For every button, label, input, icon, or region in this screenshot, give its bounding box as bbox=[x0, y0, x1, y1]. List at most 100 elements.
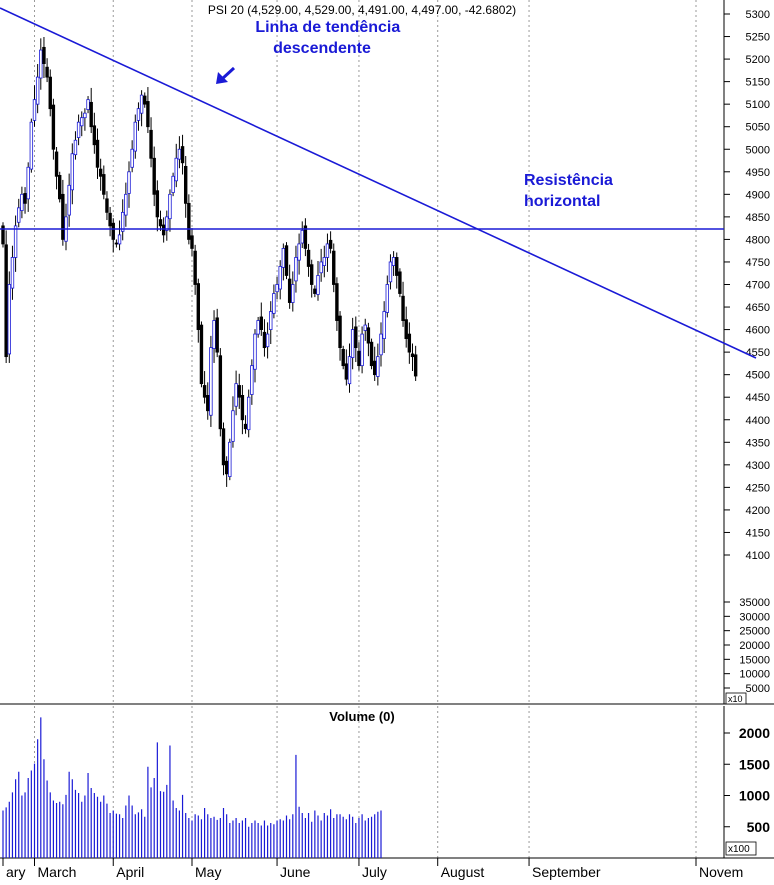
candle bbox=[275, 276, 279, 300]
candle bbox=[398, 268, 402, 298]
candle bbox=[17, 198, 21, 228]
candle bbox=[410, 343, 415, 372]
price-tick-label: 4300 bbox=[746, 460, 770, 472]
month-label: ary bbox=[6, 864, 25, 880]
month-label: March bbox=[38, 864, 77, 880]
candle bbox=[246, 389, 251, 438]
candle bbox=[80, 111, 84, 137]
candle bbox=[13, 215, 18, 272]
candle bbox=[26, 162, 30, 212]
candle bbox=[177, 136, 182, 169]
candle bbox=[83, 108, 87, 131]
candle bbox=[190, 228, 194, 257]
oscillator-tick-label: 15000 bbox=[739, 654, 770, 666]
candle bbox=[161, 217, 166, 243]
candle bbox=[379, 322, 383, 367]
candle bbox=[86, 96, 90, 114]
oscillator-tick-label: 25000 bbox=[739, 626, 770, 638]
candle bbox=[133, 114, 137, 159]
candle bbox=[39, 38, 43, 90]
price-tick-label: 4400 bbox=[746, 415, 770, 427]
candle bbox=[48, 69, 52, 117]
candle bbox=[376, 343, 380, 386]
volume-multiplier-label: x100 bbox=[728, 844, 750, 855]
candle bbox=[369, 338, 374, 370]
candle bbox=[366, 322, 371, 357]
candle bbox=[322, 245, 326, 278]
candle bbox=[10, 245, 15, 300]
candle bbox=[231, 396, 235, 448]
price-tick-label: 4600 bbox=[746, 325, 770, 337]
candle bbox=[51, 98, 56, 160]
candle bbox=[265, 322, 270, 359]
candle bbox=[121, 199, 125, 241]
candle bbox=[300, 221, 304, 248]
price-tick-label: 4150 bbox=[746, 527, 770, 539]
candle bbox=[209, 335, 213, 427]
candle bbox=[388, 254, 393, 290]
month-label: July bbox=[362, 864, 387, 880]
candle bbox=[284, 242, 289, 280]
candle bbox=[20, 186, 24, 219]
candle bbox=[136, 102, 141, 131]
price-tick-label: 4500 bbox=[746, 370, 770, 382]
candle bbox=[108, 206, 112, 237]
price-tick-label: 4650 bbox=[746, 302, 770, 314]
price-tick-label: 4200 bbox=[746, 505, 770, 517]
candle bbox=[338, 311, 342, 361]
candle bbox=[240, 385, 245, 435]
candle bbox=[363, 318, 367, 341]
candle bbox=[7, 271, 11, 363]
candle bbox=[221, 422, 226, 476]
candle bbox=[67, 173, 71, 227]
price-tick-label: 4950 bbox=[746, 167, 770, 179]
candle bbox=[202, 371, 207, 404]
candle bbox=[237, 373, 241, 409]
volume-tick-label: 1000 bbox=[739, 788, 770, 804]
candle bbox=[212, 310, 216, 363]
volume-chart-title: Volume (0) bbox=[329, 709, 395, 724]
candle bbox=[278, 260, 282, 300]
volume-bars bbox=[2, 717, 382, 858]
candle bbox=[297, 233, 301, 275]
volume-tick-label: 1500 bbox=[739, 756, 770, 772]
candle bbox=[127, 161, 131, 208]
candle bbox=[117, 220, 122, 251]
candle bbox=[413, 345, 418, 381]
price-tick-label: 4100 bbox=[746, 550, 770, 562]
candle bbox=[281, 243, 286, 281]
month-label: April bbox=[116, 864, 144, 880]
price-tick-label: 4550 bbox=[746, 347, 770, 359]
candle bbox=[171, 172, 175, 197]
price-multiplier-label: x10 bbox=[728, 694, 743, 704]
candle bbox=[89, 87, 93, 134]
candle bbox=[158, 210, 163, 231]
month-label: May bbox=[195, 864, 221, 880]
candle bbox=[152, 146, 156, 207]
candle bbox=[111, 218, 115, 253]
candle bbox=[341, 345, 345, 370]
trendline-annotation-line2: descendente bbox=[273, 40, 371, 57]
volume-multiplier-box: x100 bbox=[725, 841, 757, 856]
candle bbox=[344, 349, 349, 386]
candle bbox=[95, 128, 100, 180]
candle bbox=[98, 158, 103, 191]
candle bbox=[187, 194, 191, 245]
candle bbox=[124, 182, 128, 227]
candle bbox=[404, 306, 408, 348]
volume-tick-label: 2000 bbox=[739, 725, 770, 741]
month-label: September bbox=[532, 864, 601, 880]
candle bbox=[259, 302, 263, 336]
candle bbox=[149, 117, 153, 168]
candle bbox=[347, 343, 352, 393]
candle bbox=[391, 251, 396, 276]
candle bbox=[54, 146, 59, 190]
price-tick-label: 5200 bbox=[746, 54, 770, 66]
month-label: June bbox=[280, 864, 311, 880]
price-multiplier-box: x10 bbox=[725, 692, 747, 705]
oscillator-tick-label: 10000 bbox=[739, 669, 770, 681]
candle bbox=[354, 316, 358, 363]
candle bbox=[253, 329, 257, 383]
